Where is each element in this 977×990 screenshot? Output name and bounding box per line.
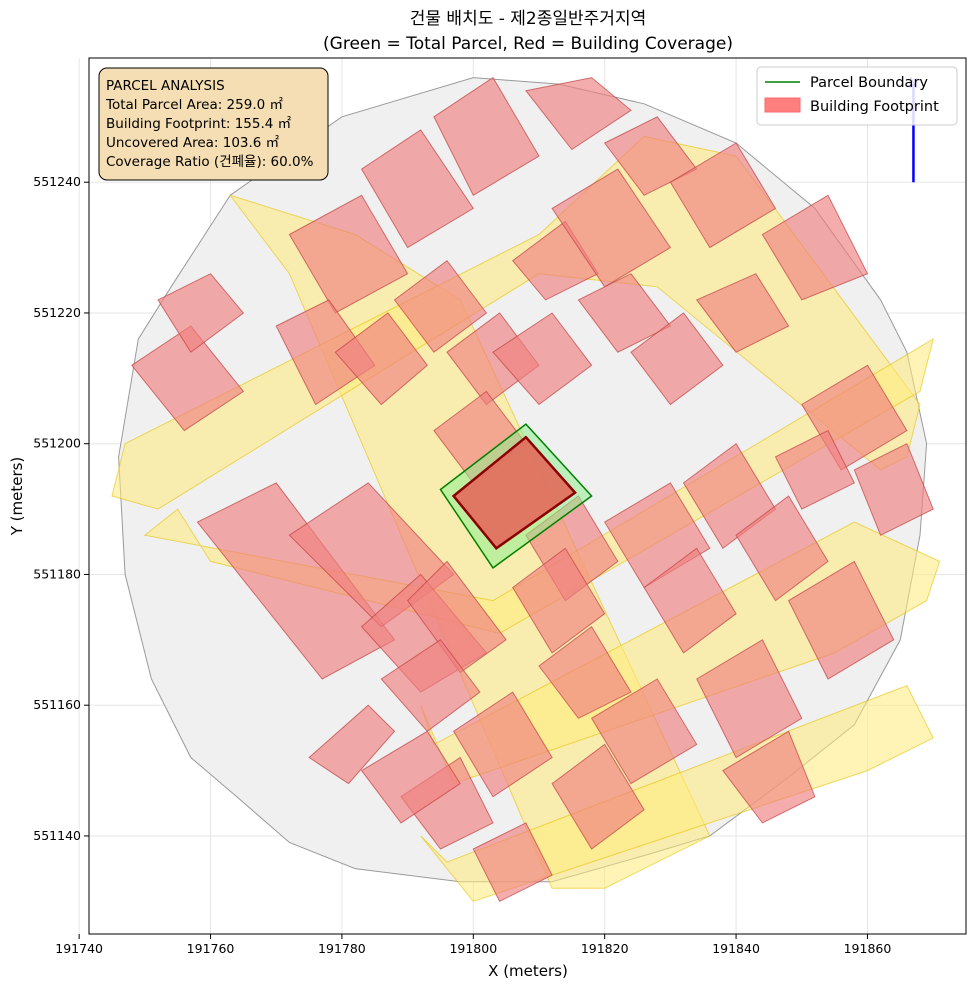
- analysis-total-area: Total Parcel Area: 259.0 ㎡: [105, 97, 283, 113]
- building-footprint: [157, 273, 245, 353]
- building-footprint: [130, 325, 245, 432]
- building-footprint: [525, 77, 632, 151]
- building-footprint: [288, 194, 409, 314]
- y-tick-label: 551160: [33, 697, 81, 712]
- building-footprint: [360, 129, 475, 249]
- x-tick-label: 191820: [581, 941, 629, 956]
- building-footprint: [538, 625, 632, 719]
- x-tick-label: 191760: [187, 941, 235, 956]
- x-tick-label: 191840: [712, 941, 760, 956]
- chart-subtitle: (Green = Total Parcel, Red = Building Co…: [323, 34, 733, 54]
- x-tick-label: 191860: [844, 941, 892, 956]
- analysis-uncovered: Uncovered Area: 103.6 ㎡: [106, 135, 280, 151]
- target-parcel-layer: [439, 423, 593, 569]
- building-footprint: [630, 312, 724, 406]
- x-tick-label: 191780: [318, 941, 366, 956]
- y-tick-label: 551240: [33, 174, 81, 189]
- building-footprint: [696, 639, 803, 759]
- building-footprint: [787, 560, 895, 680]
- plot-frame: [88, 57, 967, 935]
- legend-building-label: Building Footprint: [810, 99, 939, 115]
- road: [420, 684, 934, 902]
- legend-building-patch: [764, 97, 801, 113]
- y-tick-label: 551140: [33, 828, 81, 843]
- analysis-footprint: Building Footprint: 155.4 ㎡: [106, 116, 292, 132]
- building-footprint: [761, 194, 869, 301]
- building-footprint: [360, 730, 461, 824]
- legend: Parcel Boundary Building Footprint: [756, 66, 958, 126]
- x-axis-label: X (meters): [488, 962, 568, 980]
- analysis-heading: PARCEL ANALYSIS: [106, 78, 225, 94]
- building-footprint: [551, 168, 672, 288]
- analysis-box: PARCEL ANALYSIS Total Parcel Area: 259.0…: [98, 67, 329, 181]
- building-footprint: [590, 678, 698, 785]
- building-footprint: [643, 547, 737, 654]
- y-tick-label: 551200: [33, 436, 81, 451]
- building-footprint: [452, 691, 553, 798]
- building-footprint: [512, 547, 606, 654]
- building-footprint: [492, 312, 593, 406]
- x-tick-label: 191740: [55, 941, 103, 956]
- analysis-coverage-ratio: Coverage Ratio (건폐율): 60.0%: [106, 154, 314, 170]
- building-footprint: [735, 495, 829, 602]
- building-footprint: [695, 273, 790, 353]
- y-tick-label: 551220: [33, 305, 81, 320]
- building-footprint: [308, 704, 396, 785]
- building-footprint: [722, 730, 816, 824]
- building-footprint: [774, 429, 855, 510]
- y-axis-label: Y (meters): [8, 457, 26, 537]
- building-footprint: [380, 639, 481, 732]
- x-tick-label: 191800: [449, 941, 497, 956]
- building-footprint: [551, 743, 645, 850]
- building-footprint: [669, 142, 777, 249]
- building-footprint: [433, 76, 540, 197]
- buildings-layer: [130, 76, 934, 902]
- chart-title: 건물 배치도 - 제2종일반주거지역: [410, 9, 646, 29]
- building-footprint: [853, 443, 934, 536]
- axis-ticks: 191740 191760 191780 191800 191820 191840 1918…: [33, 174, 891, 956]
- building-footprint: [393, 260, 488, 353]
- target-building: [451, 435, 577, 550]
- y-tick-label: 551180: [33, 566, 81, 581]
- building-footprint: [334, 312, 428, 406]
- building-footprint: [472, 822, 553, 902]
- legend-parcel-label: Parcel Boundary: [810, 75, 928, 91]
